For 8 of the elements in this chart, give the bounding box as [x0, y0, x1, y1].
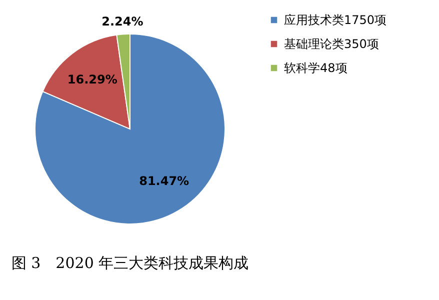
legend-label: 应用技术类1750项 [284, 13, 387, 27]
data-label: 81.47% [139, 174, 190, 188]
data-label: 16.29% [67, 72, 118, 87]
data-label: 2.24% [102, 14, 144, 28]
pie-slice [34, 34, 226, 224]
text: 图 3 2020 年三大类科技成果构成 [11, 254, 249, 272]
legend-label: 软科学48项 [284, 61, 348, 75]
legend-label: 基础理论类350项 [284, 37, 379, 51]
